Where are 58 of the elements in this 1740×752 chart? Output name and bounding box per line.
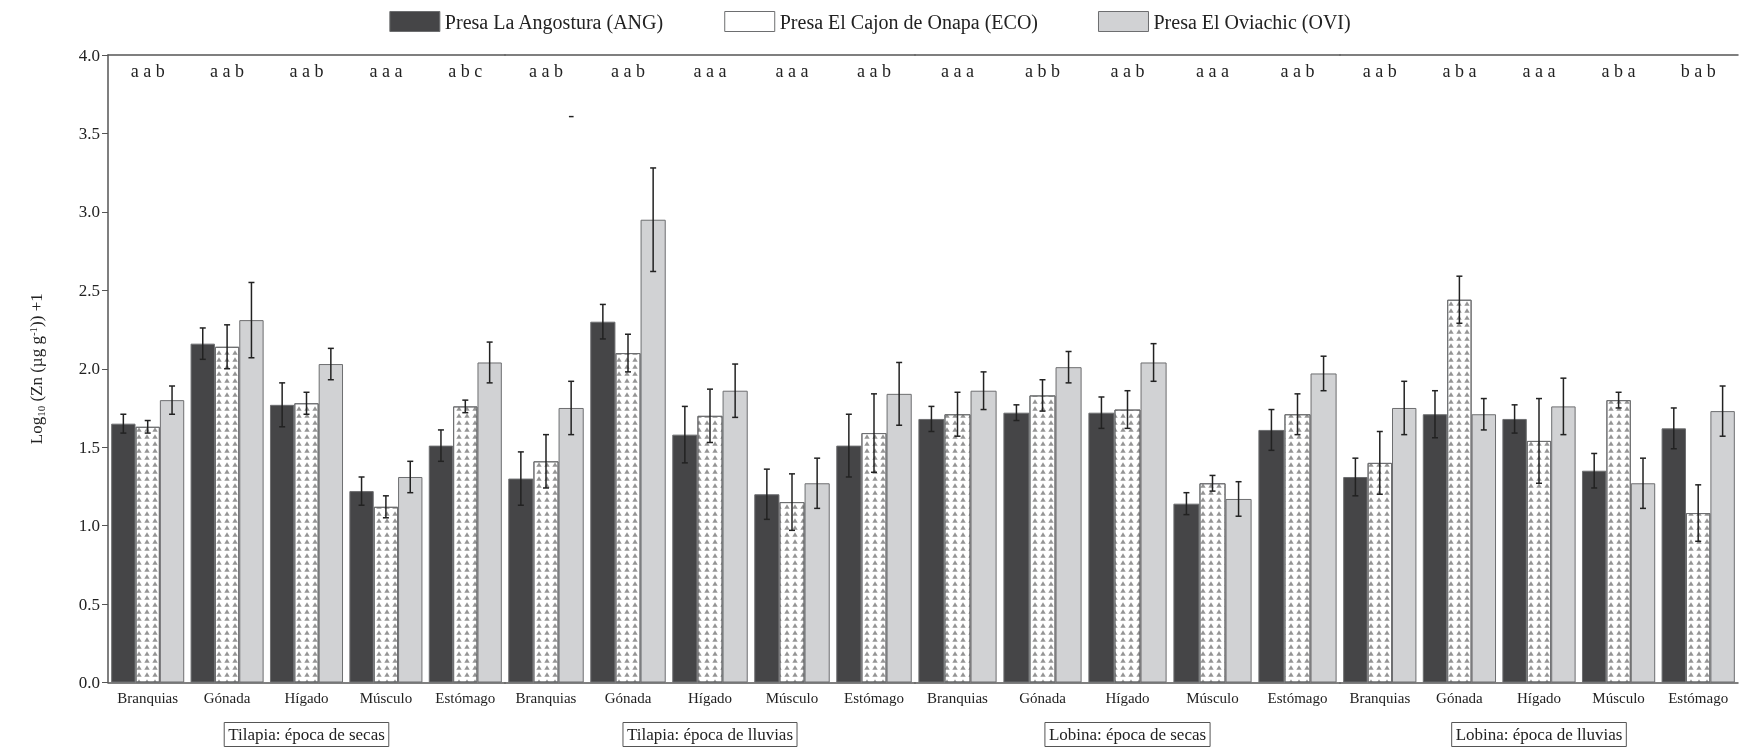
x-tick-label: Gónada bbox=[203, 690, 251, 706]
x-tick-label: Estómago bbox=[844, 690, 904, 706]
y-tick-label: 4.0 bbox=[78, 45, 100, 65]
x-tick-label: Branquias bbox=[117, 690, 179, 706]
x-tick-label: Branquias bbox=[1349, 690, 1411, 706]
annotation: a a b bbox=[1110, 61, 1145, 81]
x-tick-label: Estómago bbox=[1267, 690, 1328, 706]
annotation: a a b bbox=[1280, 61, 1315, 81]
annotation: a b a bbox=[1601, 61, 1636, 81]
x-tick-label: Estómago bbox=[1668, 690, 1729, 706]
y-tick-label: 1.5 bbox=[78, 437, 100, 457]
x-tick-label: Hígado bbox=[1105, 690, 1150, 706]
annotation: a b a bbox=[1442, 61, 1477, 81]
legend-label: Presa El Oviachic (OVI) bbox=[1153, 10, 1351, 34]
x-tick-label: Músculo bbox=[1592, 690, 1645, 706]
x-axis-title: Tilapia: época de secas bbox=[228, 725, 385, 744]
x-tick-label: Gónada bbox=[1019, 690, 1067, 706]
annotation: a a b bbox=[210, 61, 245, 81]
x-axis-title: Tilapia: época de lluvias bbox=[626, 725, 794, 744]
annotation: a a b bbox=[529, 61, 563, 81]
legend-label: Presa La Angostura (ANG) bbox=[444, 10, 664, 34]
legend-label: Presa El Cajon de Onapa (ECO) bbox=[779, 10, 1038, 34]
annotation: a a a bbox=[1196, 61, 1229, 81]
y-axis-title: Log10 (Zn (µg g-1)) +1 bbox=[26, 293, 47, 445]
annotation: a a a bbox=[775, 61, 809, 81]
x-tick-label: Hígado bbox=[687, 690, 733, 706]
x-tick-label: Músculo bbox=[1186, 690, 1239, 706]
x-tick-label: Músculo bbox=[765, 690, 819, 706]
y-tick-label: 3.5 bbox=[78, 123, 100, 143]
x-tick-label: Músculo bbox=[359, 690, 413, 706]
annotation: a a a bbox=[693, 61, 727, 81]
x-axis-title: Lobina: época de lluvias bbox=[1455, 725, 1623, 744]
annotation: a a b bbox=[289, 61, 324, 81]
annotation: a a a bbox=[369, 61, 403, 81]
y-tick-label: 2.5 bbox=[78, 280, 100, 300]
y-tick-label: 2.0 bbox=[78, 359, 100, 379]
y-tick-label: 0.5 bbox=[78, 594, 100, 614]
annotation: b a b bbox=[1680, 61, 1716, 81]
x-tick-label: Gónada bbox=[1436, 690, 1484, 706]
annotation: a a b bbox=[1362, 61, 1397, 81]
x-tick-label: Branquias bbox=[515, 690, 577, 706]
annotation: a a a bbox=[1522, 61, 1556, 81]
y-tick-label: 3.0 bbox=[78, 202, 100, 222]
annotation: - bbox=[568, 105, 575, 125]
x-axis-title: Lobina: época de secas bbox=[1048, 725, 1207, 744]
annotation: a a b bbox=[611, 61, 645, 81]
annotation: a a a bbox=[941, 61, 974, 81]
annotation: a b b bbox=[1025, 61, 1060, 81]
annotation: a a b bbox=[857, 61, 891, 81]
y-tick-label: 1.0 bbox=[78, 516, 100, 536]
x-tick-label: Gónada bbox=[604, 690, 652, 706]
x-tick-label: Hígado bbox=[1516, 690, 1562, 706]
x-tick-label: Estómago bbox=[435, 690, 496, 706]
x-tick-label: Hígado bbox=[284, 690, 329, 706]
annotation: a b c bbox=[448, 61, 483, 81]
annotation: a a b bbox=[130, 61, 165, 81]
x-tick-label: Branquias bbox=[927, 690, 989, 706]
y-tick-label: 0.0 bbox=[78, 673, 100, 692]
